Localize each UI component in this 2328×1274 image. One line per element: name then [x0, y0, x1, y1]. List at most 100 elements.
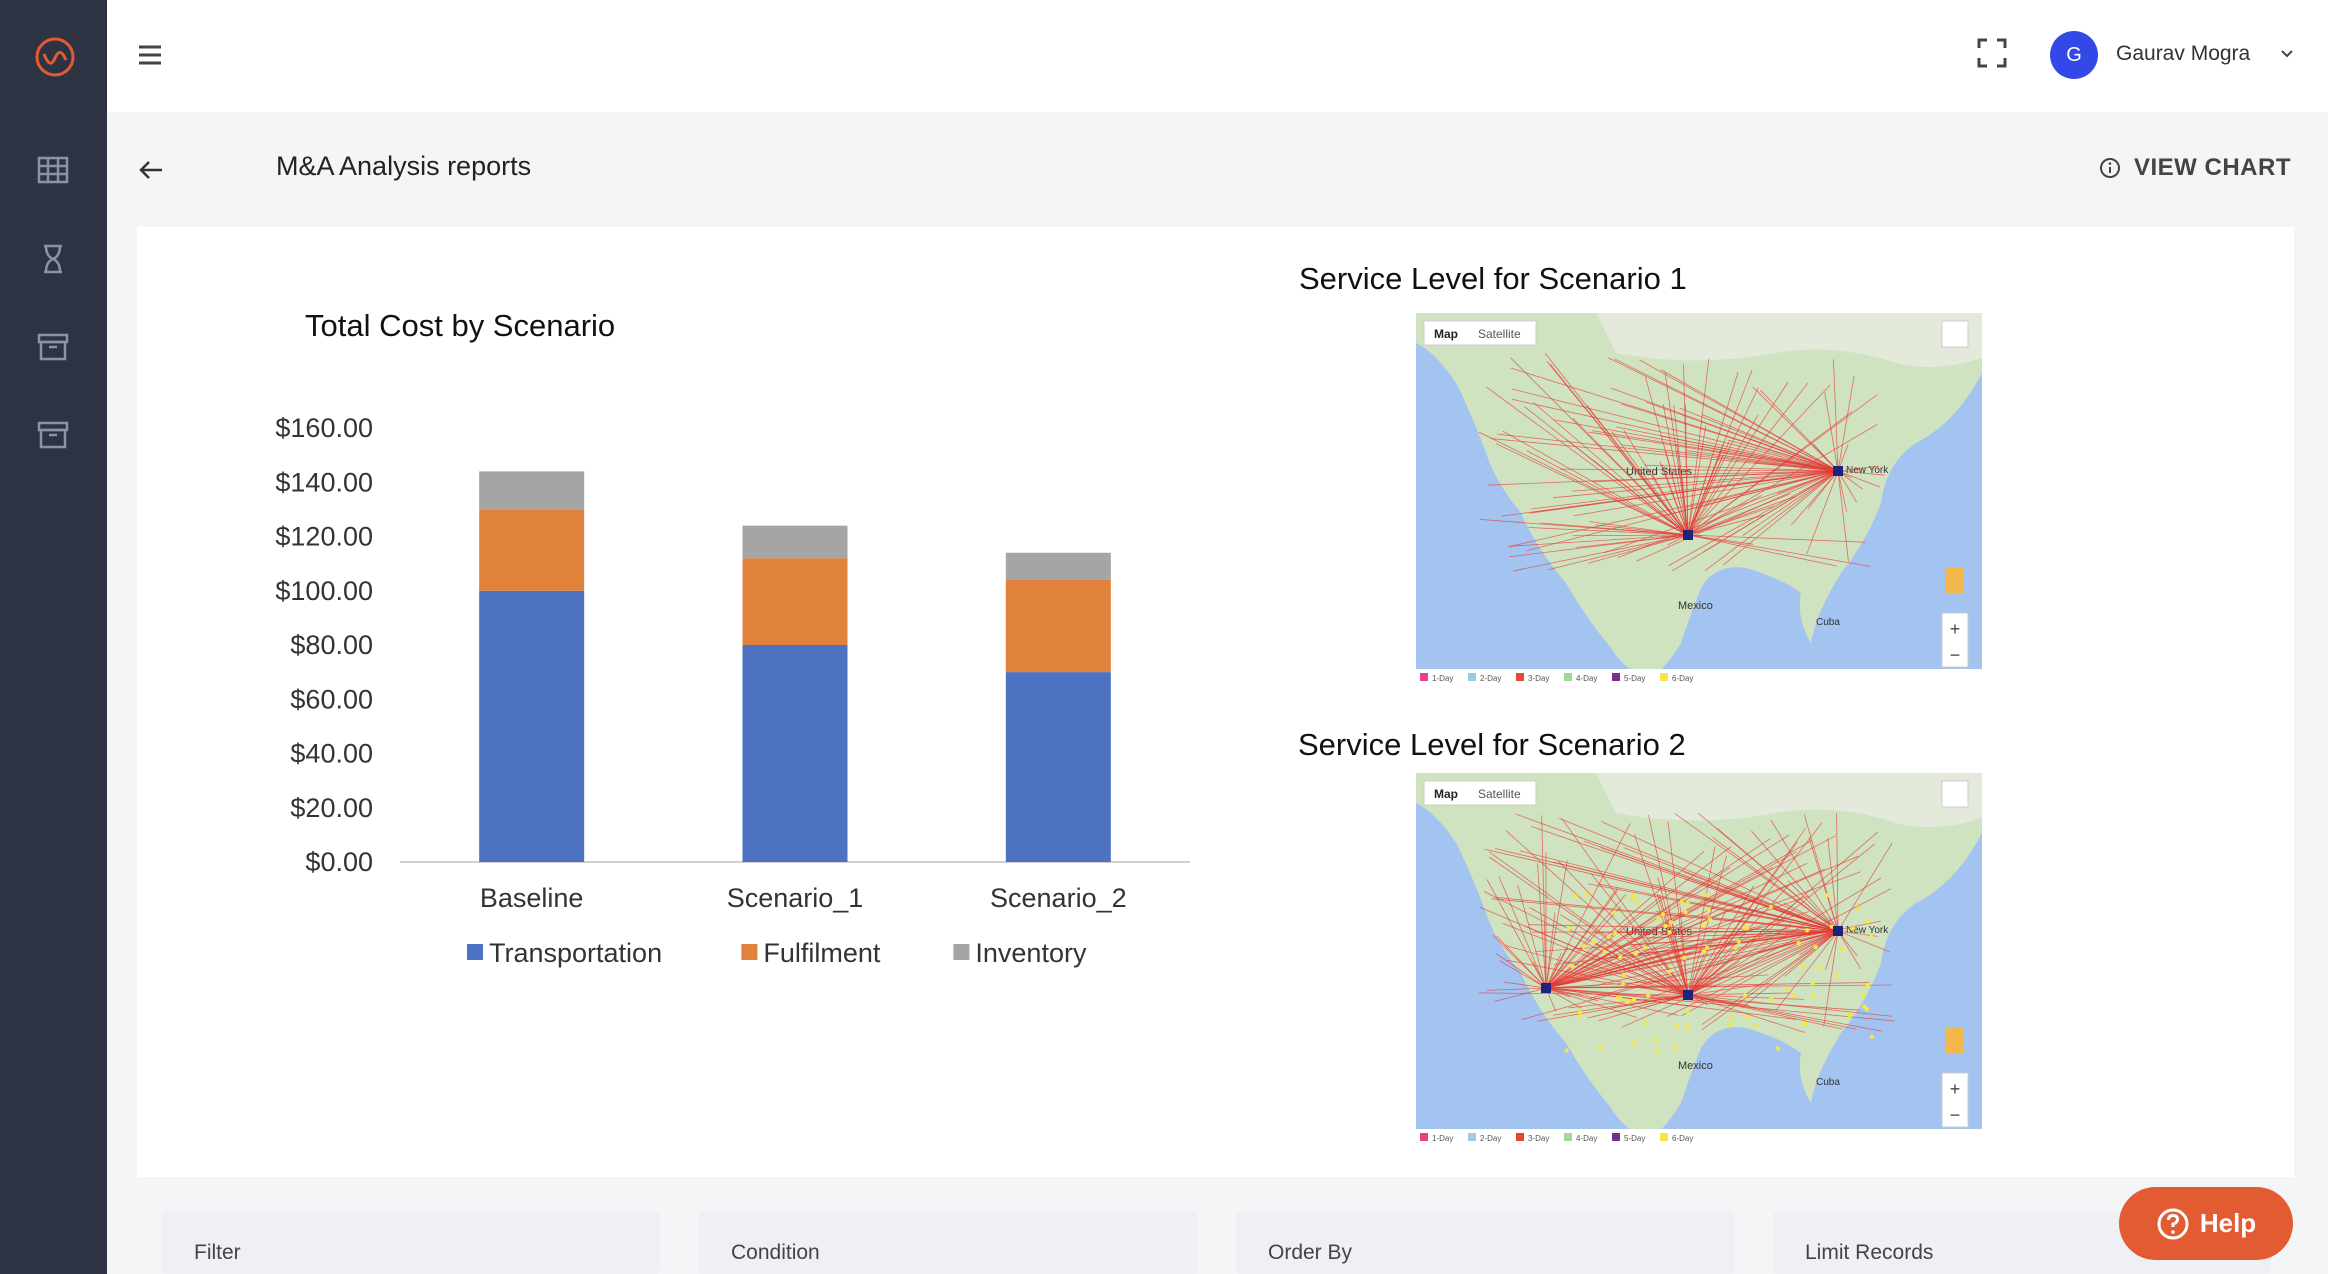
bar-segment-transportation: [742, 645, 848, 862]
sidebar: [0, 0, 107, 1274]
map-title-2: Service Level for Scenario 2: [1298, 727, 1686, 762]
route-line: [1687, 994, 1882, 1032]
delivery-point: [1818, 965, 1823, 970]
delivery-point: [1591, 940, 1596, 945]
delivery-point: [1869, 1034, 1875, 1039]
map-legend-swatch: [1612, 1133, 1620, 1141]
route-line: [1511, 388, 1839, 472]
map-tab: Map: [1434, 327, 1458, 341]
page-title: M&A Analysis reports: [276, 151, 532, 181]
pegman-icon: [1946, 567, 1964, 593]
route-line: [1541, 815, 1547, 989]
route-line: [1837, 842, 1893, 932]
route-line: [1508, 470, 1839, 548]
back-arrow-icon[interactable]: [138, 159, 164, 181]
view-chart-button[interactable]: VIEW CHART: [2098, 154, 2291, 182]
route-line: [1837, 930, 1862, 970]
map-title-1: Service Level for Scenario 1: [1299, 261, 1687, 296]
delivery-point: [1703, 892, 1709, 898]
canada-region: [1596, 313, 1982, 367]
help-button[interactable]: Help: [2119, 1187, 2293, 1260]
map-zoom-control: [1941, 1072, 1969, 1128]
route-line: [1687, 381, 1789, 536]
route-line: [1587, 883, 1839, 932]
route-line: [1545, 986, 1717, 989]
delivery-point: [1577, 1013, 1583, 1019]
route-line: [1803, 814, 1839, 932]
route-line: [1806, 470, 1839, 555]
delivery-point: [1801, 1021, 1806, 1026]
route-line: [1638, 986, 1689, 996]
pacific-ocean: [1416, 803, 1486, 913]
fullscreen-icon[interactable]: [1977, 38, 2007, 68]
legend-swatch: [467, 944, 483, 960]
y-tick-label: $40.00: [290, 739, 373, 769]
route-line: [1492, 935, 1547, 989]
map-legend-swatch: [1420, 673, 1428, 681]
y-tick-label: $60.00: [290, 684, 373, 714]
map-legend-label: 5-Day: [1624, 674, 1645, 683]
route-line: [1528, 924, 1839, 932]
route-line: [1687, 910, 1727, 996]
route-line: [1545, 926, 1762, 989]
delivery-point: [1642, 1020, 1648, 1026]
route-line: [1616, 426, 1839, 472]
route-line: [1544, 352, 1689, 536]
delivery-point: [1602, 949, 1607, 955]
delivery-point: [1606, 934, 1611, 940]
route-line: [1545, 896, 1661, 989]
filter-panel[interactable]: Filter: [162, 1211, 660, 1274]
satellite-tab: Satellite: [1478, 327, 1521, 341]
delivery-point: [1685, 1008, 1690, 1014]
delivery-point: [1625, 999, 1630, 1005]
delivery-point: [1729, 1015, 1734, 1021]
legend-label: Fulfilment: [763, 938, 881, 968]
order-by-panel[interactable]: Order By: [1236, 1211, 1734, 1274]
hamburger-icon[interactable]: [137, 42, 163, 68]
delivery-point: [1704, 945, 1710, 951]
map-legend-swatch: [1660, 673, 1668, 681]
delivery-point: [1856, 906, 1861, 911]
map-legend-label: 2-Day: [1480, 674, 1501, 683]
route-line: [1644, 464, 1839, 472]
user-name[interactable]: Gaurav Mogra: [2116, 42, 2251, 65]
pacific-ocean: [1416, 343, 1486, 453]
bar-segment-fulfilment: [479, 509, 585, 591]
delivery-point: [1584, 892, 1589, 898]
brand-logo-icon[interactable]: [34, 36, 76, 78]
archive-icon[interactable]: [36, 418, 70, 452]
route-line: [1503, 981, 1547, 989]
bar-segment-transportation: [1005, 672, 1111, 862]
avatar[interactable]: G: [2050, 31, 2098, 79]
delivery-point: [1573, 893, 1578, 899]
route-line: [1722, 470, 1839, 566]
route-line: [1610, 387, 1839, 472]
route-line: [1553, 470, 1839, 499]
route-line: [1531, 826, 1839, 932]
service-map-1[interactable]: Map Satellite + − United States Mexico Cuba New…: [1416, 313, 1982, 685]
service-map-2[interactable]: Map Satellite + − United States Mexico Cuba New…: [1416, 773, 1982, 1145]
hourglass-icon[interactable]: [36, 242, 70, 276]
archive-icon[interactable]: [36, 330, 70, 364]
satellite-tab: Satellite: [1478, 787, 1521, 801]
route-line: [1687, 424, 1878, 536]
delivery-point: [1618, 954, 1623, 959]
route-line: [1545, 987, 1679, 1016]
delivery-point: [1706, 908, 1711, 913]
route-line: [1704, 470, 1839, 572]
route-line: [1824, 392, 1839, 472]
route-line: [1620, 403, 1839, 472]
route-line: [1531, 470, 1839, 510]
grid-icon[interactable]: [36, 153, 70, 187]
map-legend-label: 3-Day: [1528, 1134, 1549, 1143]
chevron-down-icon[interactable]: [2281, 49, 2293, 59]
delivery-point: [1597, 1044, 1603, 1049]
route-line: [1837, 465, 1880, 472]
bar-segment-inventory: [1005, 552, 1111, 580]
pegman-icon: [1946, 1027, 1964, 1053]
route-line: [1545, 894, 1626, 989]
route-line: [1537, 863, 1547, 989]
route-line: [1837, 470, 1858, 503]
condition-panel[interactable]: Condition: [699, 1211, 1197, 1274]
route-line: [1486, 987, 1547, 991]
